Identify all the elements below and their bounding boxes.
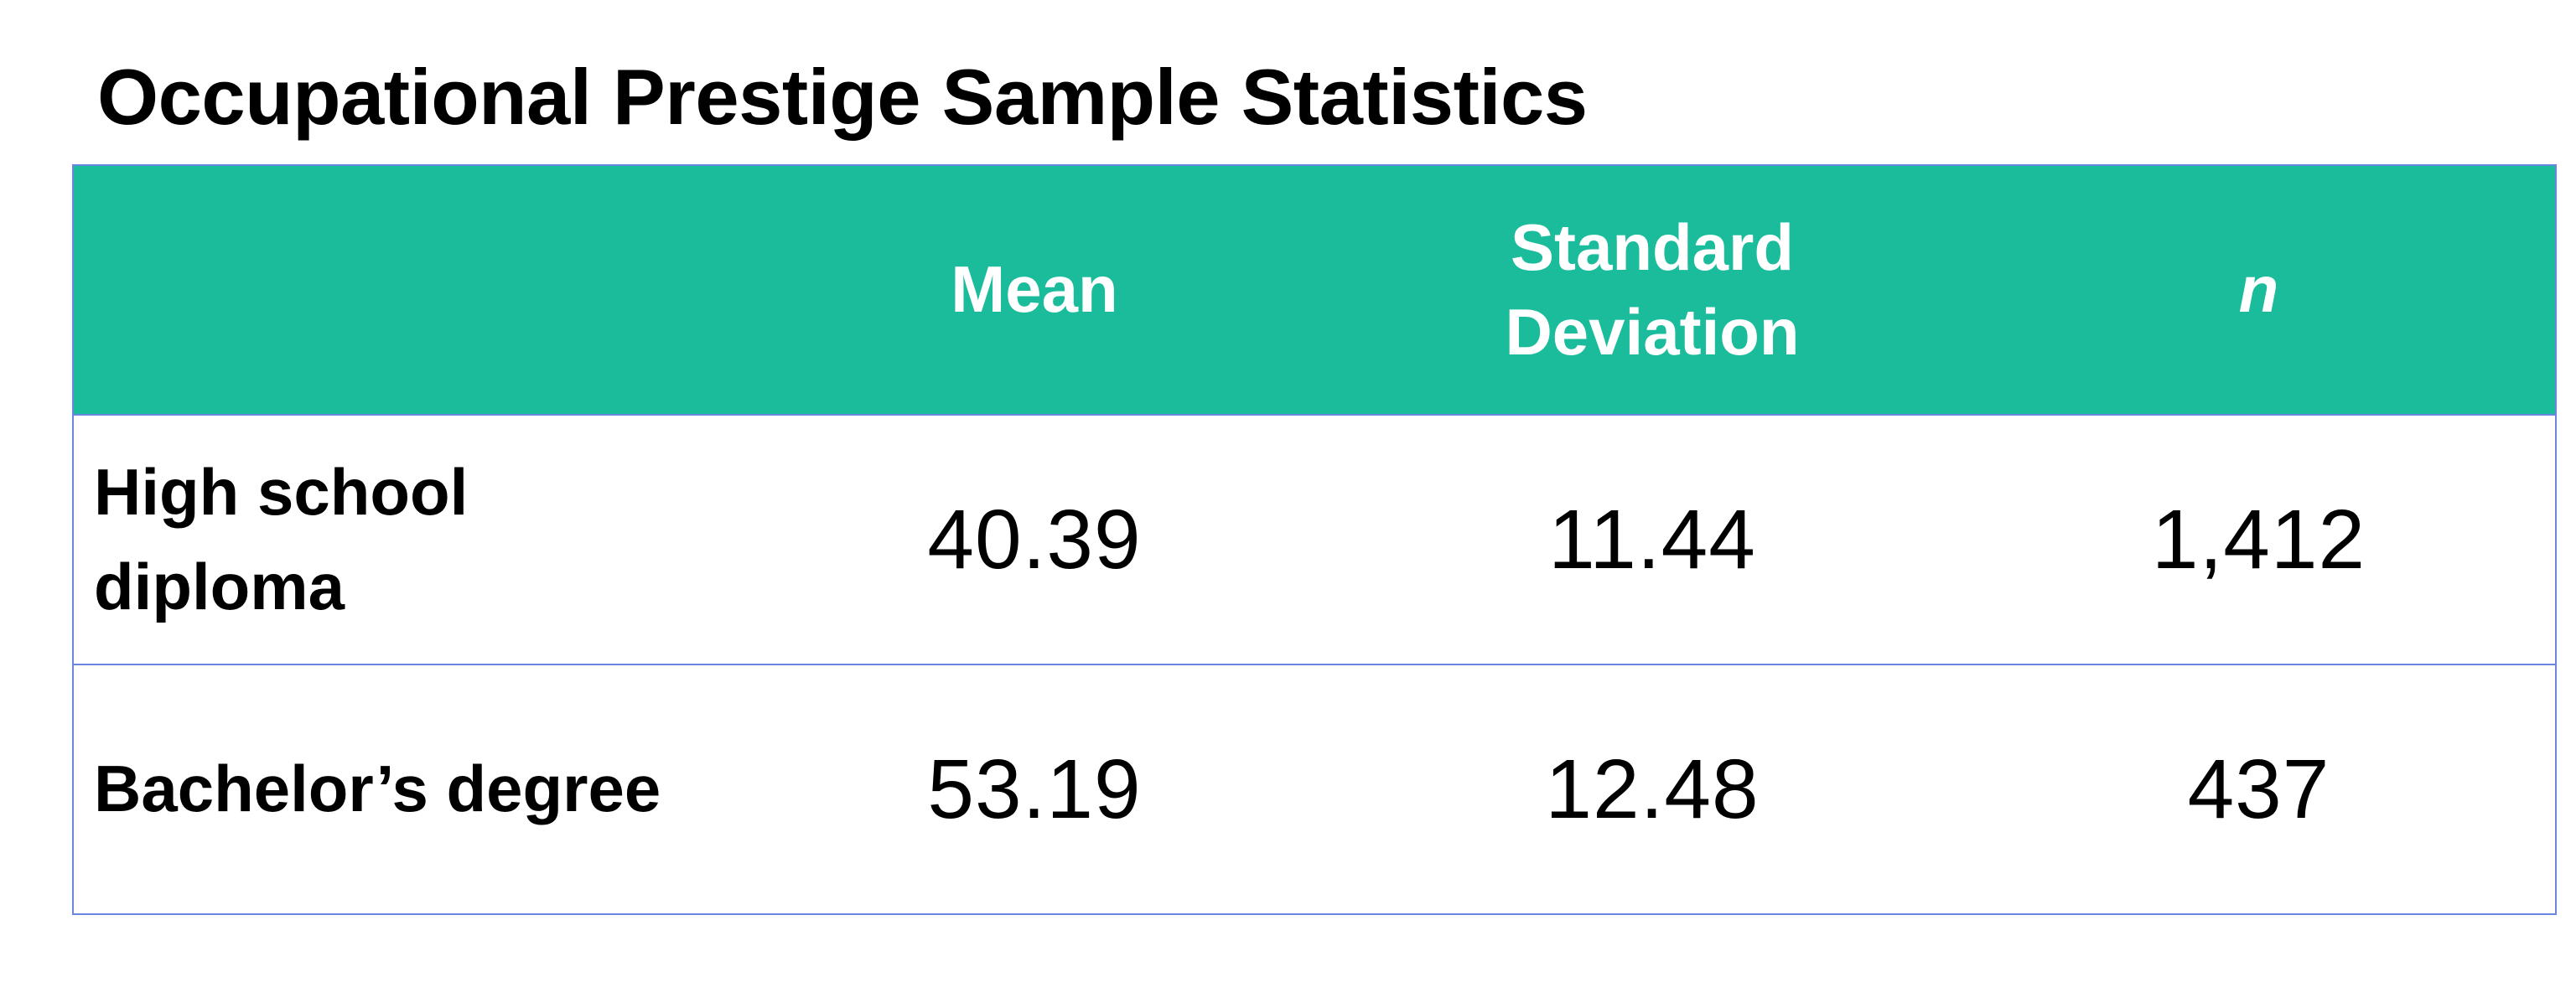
table-row: Bachelor’s degree 53.19 12.48 437 xyxy=(72,664,2557,915)
header-standard-deviation: Standard Deviation xyxy=(1342,164,1962,416)
table-row: High school diploma 40.39 11.44 1,412 xyxy=(72,414,2557,665)
header-empty xyxy=(72,164,727,416)
cell-n: 1,412 xyxy=(1962,414,2557,665)
row-label-text: High school diploma xyxy=(94,454,469,623)
row-label-bachelors: Bachelor’s degree xyxy=(72,664,727,915)
row-label-high-school: High school diploma xyxy=(72,414,727,665)
row-label-text: Bachelor’s degree xyxy=(94,752,661,826)
cell-n: 437 xyxy=(1962,664,2557,915)
cell-mean: 40.39 xyxy=(727,414,1342,665)
cell-standard-deviation: 11.44 xyxy=(1342,414,1962,665)
table-title: Occupational Prestige Sample Statistics xyxy=(97,53,1588,141)
cell-mean: 53.19 xyxy=(727,664,1342,915)
table-header-row: Mean Standard Deviation n xyxy=(72,164,2557,416)
statistics-table: Mean Standard Deviation n High school di… xyxy=(72,164,2557,915)
cell-standard-deviation: 12.48 xyxy=(1342,664,1962,915)
header-n: n xyxy=(1962,164,2557,416)
header-mean: Mean xyxy=(727,164,1342,416)
